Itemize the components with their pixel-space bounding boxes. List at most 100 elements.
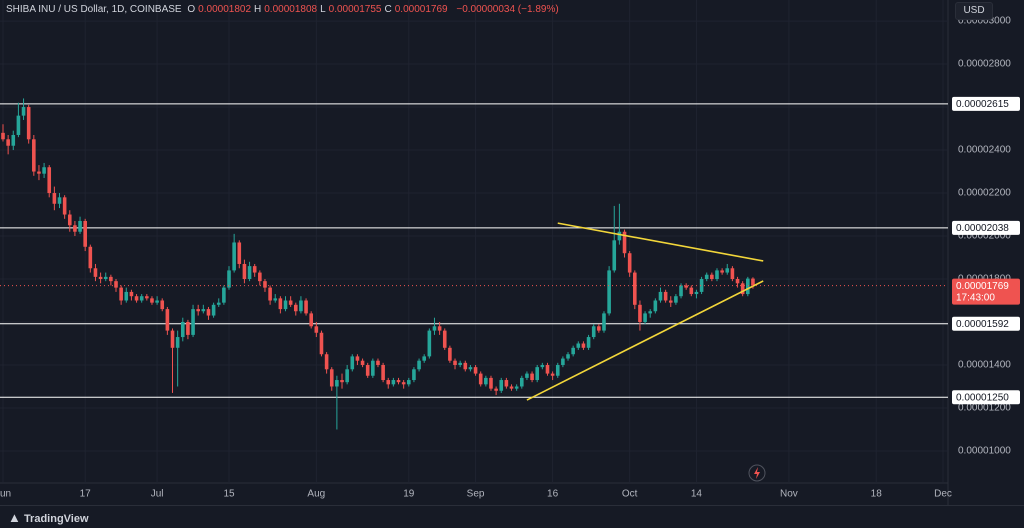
candle-body <box>597 326 601 331</box>
candle-body <box>699 279 704 292</box>
x-tick-label: Dec <box>934 489 952 500</box>
field-value: 0.00001808 <box>264 4 318 15</box>
candle-body <box>232 242 236 271</box>
candle-body <box>206 309 211 316</box>
candle-body <box>602 313 606 331</box>
candle-body <box>114 281 118 288</box>
candle-body <box>663 291 668 301</box>
candle-body <box>83 220 87 247</box>
lightning-icon <box>754 467 760 479</box>
candle-body <box>1 132 5 140</box>
candle-body <box>180 322 185 338</box>
y-tick-label: 0.00002200 <box>958 188 1011 199</box>
field-value: 0.00001802 <box>198 4 252 15</box>
level-label: 0.00002038 <box>956 223 1009 234</box>
candle-body <box>78 220 82 232</box>
candle-body <box>37 171 41 174</box>
candle-body <box>386 380 391 385</box>
level-label-box <box>952 96 1020 111</box>
candle-body <box>216 302 221 305</box>
candle-body <box>540 364 545 368</box>
candle-body <box>576 343 581 348</box>
candle-body <box>401 382 406 385</box>
candle-body <box>165 309 170 331</box>
replay-icon[interactable] <box>748 464 766 482</box>
candle-body <box>751 278 755 286</box>
candle-body <box>494 388 498 391</box>
candle-body <box>746 278 750 295</box>
candle-body <box>355 356 360 361</box>
background <box>0 0 1024 505</box>
candle-body <box>201 309 206 312</box>
x-tick-label: 17 <box>80 489 92 500</box>
brand[interactable]: ▲ TradingView <box>8 510 89 525</box>
candle-body <box>16 115 21 135</box>
candle-body <box>555 364 560 376</box>
candle-body <box>124 291 129 301</box>
candle-body <box>581 343 586 348</box>
x-tick-label: 14 <box>691 489 703 500</box>
candle-body <box>499 380 504 391</box>
candle-body <box>674 296 678 303</box>
x-tick-label: 19 <box>403 489 415 500</box>
candle-body <box>406 380 411 385</box>
x-tick-label: 16 <box>547 489 559 500</box>
candle-body <box>11 134 16 146</box>
candle-body <box>381 364 385 381</box>
candle-body <box>427 330 432 357</box>
candle-body <box>134 296 139 301</box>
candle-body <box>740 283 745 295</box>
level-label-box <box>952 316 1020 331</box>
currency-button[interactable]: USD <box>955 2 993 20</box>
x-tick-label: Jul <box>151 489 164 500</box>
legend-header: SHIBA INU / US Dollar, 1D, COINBASE O 0.0… <box>6 4 562 15</box>
candle-body <box>653 300 658 312</box>
marks <box>0 98 948 430</box>
trendline <box>557 222 764 262</box>
candle-body <box>88 246 93 269</box>
candle-body <box>566 354 570 359</box>
candle-body <box>278 298 283 310</box>
candle-body <box>47 167 52 194</box>
candle-body <box>689 287 694 295</box>
candle-body <box>432 326 437 331</box>
candle-body <box>720 270 724 273</box>
candle-body <box>62 197 67 215</box>
level-label-box <box>952 390 1020 405</box>
change: −0.00000034 (−1.89%) <box>456 4 559 15</box>
countdown: 17:43:00 <box>956 292 995 303</box>
x-tick-label: Jun <box>0 489 11 500</box>
candle-body <box>109 276 113 282</box>
candle-body <box>350 356 355 370</box>
field-value: 0.00001769 <box>394 4 448 15</box>
candle-body <box>643 313 647 322</box>
x-tick-label: Aug <box>307 489 325 500</box>
candle-body <box>119 287 123 301</box>
candle-body <box>98 276 103 280</box>
axes: 0.000010000.000012000.000014000.00001600… <box>0 16 1020 500</box>
last-price-label: 0.00001769 <box>956 281 1009 292</box>
candle-body <box>396 380 401 383</box>
candle-body <box>52 193 57 204</box>
candle-body <box>67 214 72 226</box>
candle-body <box>314 326 319 333</box>
candle-body <box>545 364 550 374</box>
candle-body <box>633 272 637 305</box>
candle-body <box>371 360 375 376</box>
candle-body <box>242 263 247 280</box>
brand-name: TradingView <box>23 513 89 525</box>
candle-body <box>725 268 730 273</box>
candle-body <box>417 360 421 370</box>
candle-body <box>514 386 519 389</box>
candle-body <box>227 270 231 288</box>
candle-body <box>57 197 62 204</box>
candle-body <box>710 274 714 280</box>
candle-body <box>437 326 442 331</box>
candle-body <box>648 311 653 314</box>
y-tick-label: 0.00002800 <box>958 59 1011 70</box>
y-tick-label: 0.00001400 <box>958 360 1011 371</box>
candle-body <box>304 300 308 314</box>
candle-body <box>222 287 226 303</box>
x-tick-label: 15 <box>223 489 235 500</box>
